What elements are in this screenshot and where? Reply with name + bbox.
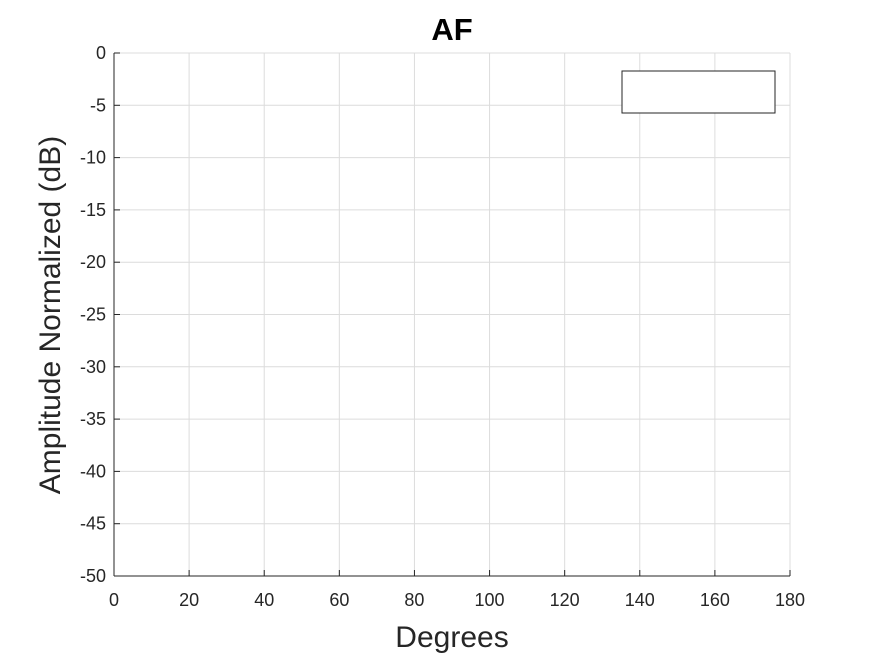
legend-box <box>621 70 776 114</box>
chart-title: AF <box>431 12 472 47</box>
x-tick-label-7: 140 <box>625 590 655 610</box>
y-tick-label-7: -35 <box>80 409 106 429</box>
y-tick-label-1: -5 <box>90 95 106 115</box>
x-tick-label-6: 120 <box>550 590 580 610</box>
x-tick-label-3: 60 <box>329 590 349 610</box>
y-tick-label-5: -25 <box>80 305 106 325</box>
y-tick-label-6: -30 <box>80 357 106 377</box>
y-axis-label: Amplitude Normalized (dB) <box>34 136 67 494</box>
x-tick-label-1: 20 <box>179 590 199 610</box>
x-tick-label-8: 160 <box>700 590 730 610</box>
y-tick-label-2: -10 <box>80 148 106 168</box>
y-tick-label-8: -40 <box>80 461 106 481</box>
x-axis-label: Degrees <box>395 621 508 654</box>
x-tick-label-0: 0 <box>109 590 119 610</box>
x-tick-label-5: 100 <box>475 590 505 610</box>
tick-layer: 0 20 40 60 80 100 120 140 160 180 0 -5 -10 -15 -20 -25 -… <box>80 43 805 610</box>
y-tick-label-3: -15 <box>80 200 106 220</box>
y-tick-label-0: 0 <box>96 43 106 63</box>
x-tick-label-2: 40 <box>254 590 274 610</box>
y-tick-label-4: -20 <box>80 252 106 272</box>
x-tick-label-9: 180 <box>775 590 805 610</box>
grid-layer <box>113 52 791 577</box>
y-tick-label-9: -45 <box>80 514 106 534</box>
x-tick-label-4: 80 <box>404 590 424 610</box>
y-tick-label-10: -50 <box>80 566 106 586</box>
